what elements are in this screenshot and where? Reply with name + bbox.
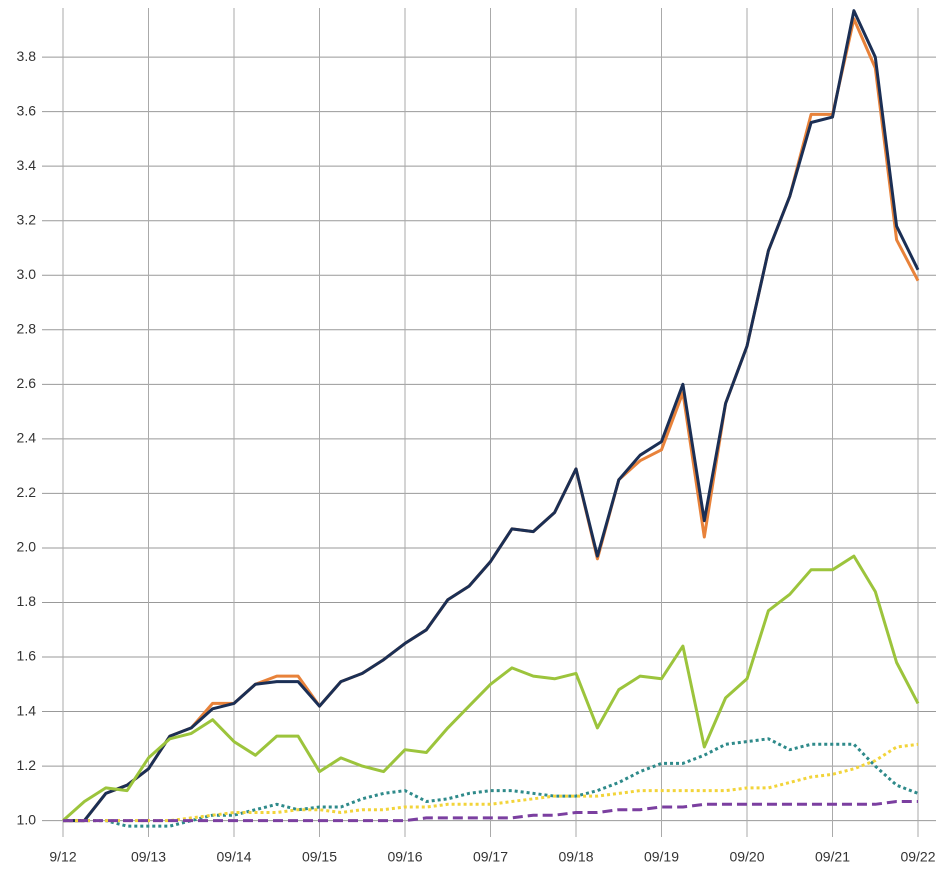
series-line bbox=[63, 742, 919, 823]
y-tick-label: 3.8 bbox=[17, 48, 37, 64]
y-tick-label: 3.0 bbox=[17, 266, 37, 282]
y-tick-label: 2.6 bbox=[17, 375, 37, 391]
x-tick-label: 09/15 bbox=[302, 849, 337, 865]
y-tick-label: 1.4 bbox=[17, 702, 37, 718]
x-tick-label: 09/13 bbox=[131, 849, 166, 865]
x-tick-label: 09/14 bbox=[216, 849, 251, 865]
x-tick-label: 09/16 bbox=[387, 849, 422, 865]
series-line bbox=[63, 737, 919, 828]
y-tick-label: 2.4 bbox=[17, 430, 37, 446]
x-tick-label: 9/12 bbox=[49, 849, 76, 865]
series-line bbox=[63, 800, 918, 823]
x-tick-label: 09/21 bbox=[815, 849, 850, 865]
y-tick-label: 3.2 bbox=[17, 211, 37, 227]
y-tick-label: 1.8 bbox=[17, 593, 37, 609]
x-tick-label: 09/17 bbox=[473, 849, 508, 865]
series-line bbox=[63, 9, 920, 823]
y-tick-label: 2.0 bbox=[17, 539, 37, 555]
x-tick-label: 09/19 bbox=[644, 849, 679, 865]
y-tick-label: 1.6 bbox=[17, 648, 37, 664]
series-line bbox=[62, 554, 920, 822]
x-tick-label: 09/18 bbox=[558, 849, 593, 865]
y-tick-label: 1.0 bbox=[17, 811, 37, 827]
y-tick-label: 1.2 bbox=[17, 757, 37, 773]
x-tick-label: 09/20 bbox=[729, 849, 764, 865]
y-tick-label: 3.6 bbox=[17, 102, 37, 118]
y-tick-label: 2.2 bbox=[17, 484, 37, 500]
x-tick-label: 09/22 bbox=[900, 849, 935, 865]
y-tick-label: 3.4 bbox=[17, 157, 37, 173]
y-tick-label: 2.8 bbox=[17, 320, 37, 336]
